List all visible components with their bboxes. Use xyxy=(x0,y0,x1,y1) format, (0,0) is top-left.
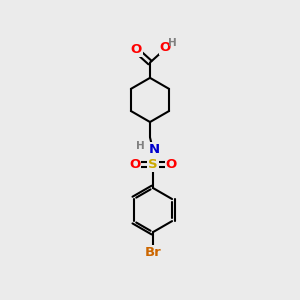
Text: N: N xyxy=(149,143,160,156)
Text: O: O xyxy=(130,44,142,56)
Text: S: S xyxy=(148,158,158,171)
Text: O: O xyxy=(129,158,140,171)
Text: O: O xyxy=(166,158,177,171)
Text: H: H xyxy=(168,38,177,47)
Text: O: O xyxy=(160,41,171,54)
Text: Br: Br xyxy=(145,246,161,259)
Text: H: H xyxy=(136,141,145,151)
